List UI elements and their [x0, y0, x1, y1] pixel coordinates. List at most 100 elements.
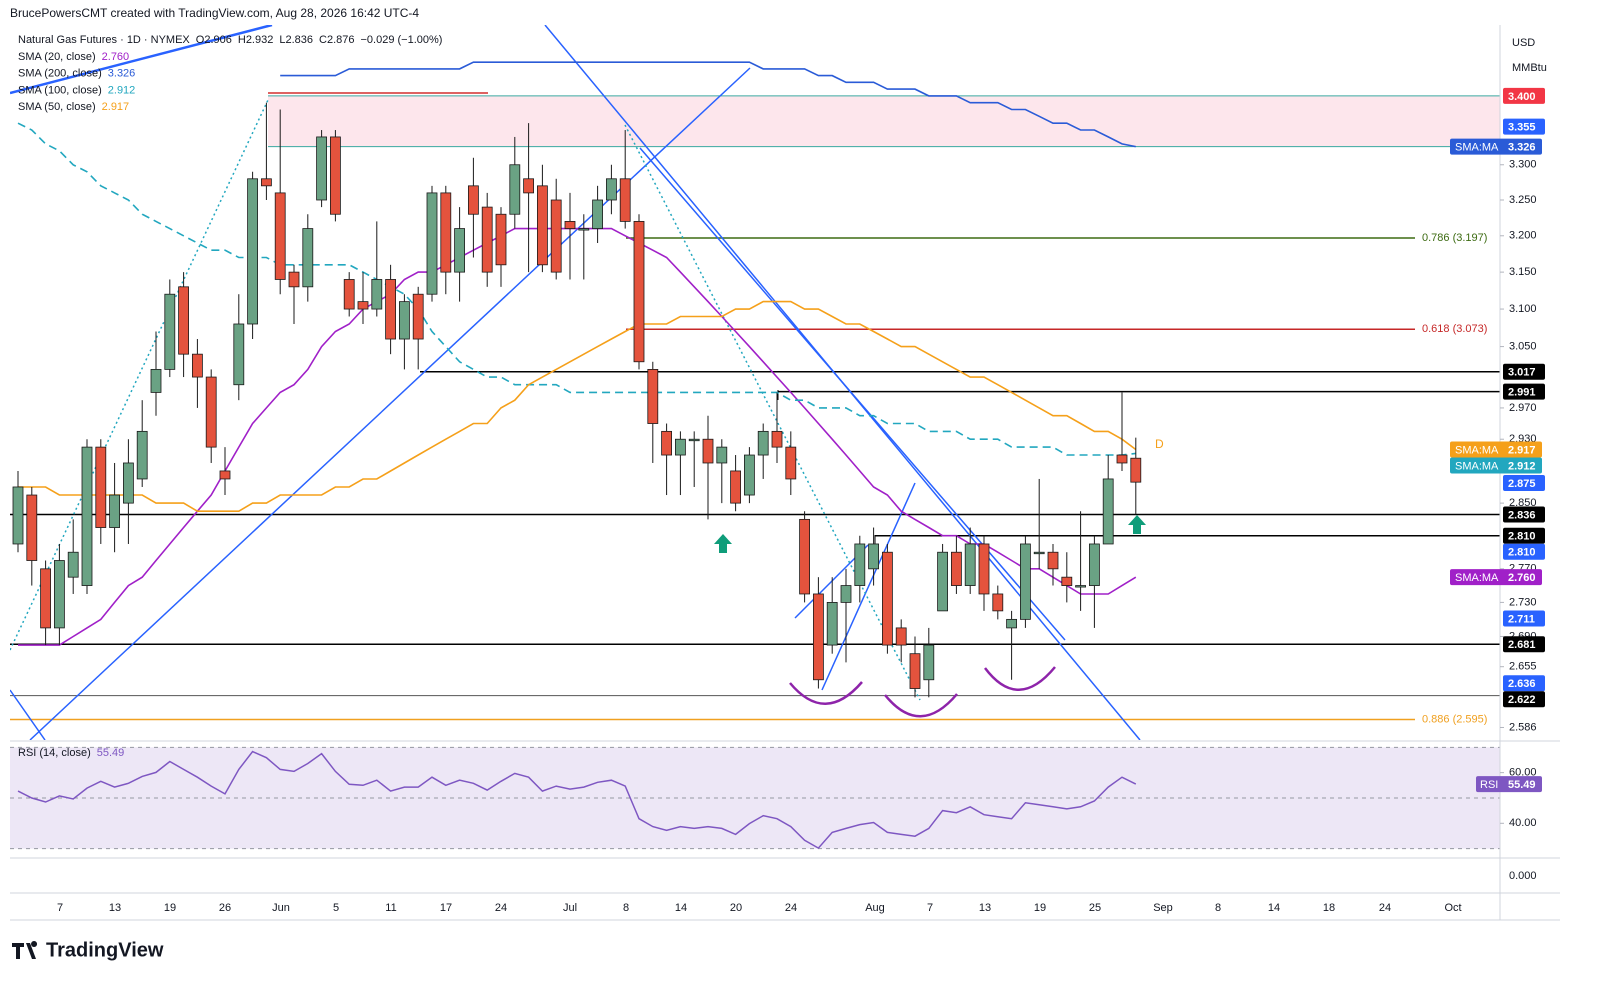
sma-line [18, 227, 1137, 646]
x-tick-label: 11 [385, 902, 396, 914]
candle-body [54, 560, 65, 629]
candle-body [799, 518, 810, 595]
candle-body [937, 551, 948, 612]
candle-body [205, 376, 217, 448]
brand-logo [12, 941, 38, 959]
candle-body [481, 206, 493, 273]
candle-body [606, 178, 617, 201]
badge-label: 2.681 [1508, 639, 1536, 651]
y-tick-label: 3.300 [1509, 159, 1537, 171]
candle-body [675, 438, 686, 456]
legend-name: SMA (200, close) [18, 68, 102, 80]
badge-label: 2.810 [1508, 547, 1536, 559]
pattern-arc [984, 666, 1056, 691]
x-tick-label: 7 [57, 902, 63, 914]
sma-line [18, 300, 1137, 512]
candle-body [1061, 576, 1073, 586]
x-tick-label: 14 [675, 902, 687, 914]
candle-body [150, 368, 162, 393]
x-tick-label: Sep [1153, 902, 1173, 914]
arrow-up [714, 534, 732, 553]
candle-body [964, 543, 976, 586]
badge-label: 2.636 [1508, 678, 1536, 690]
badge-label: 3.326 [1508, 142, 1536, 154]
badge-label: 2.875 [1508, 478, 1536, 490]
candle-body [550, 199, 562, 273]
axes: 0.786 (3.197) 0.618 (3.073) 0.886 (2.595) 3… [18, 34, 1545, 914]
annotation: D [1155, 437, 1164, 451]
sma-line [280, 61, 1136, 148]
fib-label: 0.786 (3.197) [1422, 232, 1487, 244]
x-tick-label: 8 [1215, 902, 1221, 914]
badge-tag: SMA:MA [1455, 444, 1499, 456]
candle-body [537, 185, 548, 266]
dotted-line [10, 99, 269, 651]
candle-body [633, 220, 645, 363]
legend-name: SMA (20, close) [18, 51, 96, 63]
price-badge [1503, 610, 1545, 627]
candle-body [716, 446, 728, 464]
candle-body [702, 438, 714, 464]
x-tick-label: 5 [333, 902, 339, 914]
candle-body [1047, 551, 1059, 570]
candle-body [523, 178, 534, 194]
x-tick-label: 8 [623, 902, 629, 914]
candle-body [813, 593, 824, 681]
candle-body [247, 178, 259, 325]
price-badge [1450, 138, 1542, 155]
candle-body [661, 430, 672, 456]
candle-body [357, 301, 369, 310]
candle-body [592, 199, 603, 229]
price-badge [1503, 363, 1545, 380]
candle-body [647, 368, 659, 424]
badge-label: 2.917 [1508, 444, 1536, 456]
candle-body [412, 293, 424, 340]
badge-label: 3.355 [1508, 122, 1536, 134]
price-badge [1503, 691, 1545, 708]
price-layer [12, 61, 1142, 698]
drawings [10, 25, 1146, 740]
candle-body [288, 271, 300, 288]
price-badge [1503, 118, 1545, 135]
ohlc-label: H2.932 [238, 34, 273, 46]
candle-body [978, 543, 990, 595]
legend-value: 2.917 [102, 101, 130, 113]
candle-body [123, 462, 134, 504]
candle-body [233, 323, 245, 386]
ohlc-label: L2.836 [279, 34, 313, 46]
y-tick-label: 2.850 [1509, 497, 1537, 509]
zone-layer [10, 95, 1500, 721]
price-badge [1503, 527, 1545, 544]
arrow-up [1128, 515, 1146, 534]
price-badge [1503, 636, 1545, 653]
brand: TradingView [12, 939, 164, 961]
unit: MMBtu [1512, 62, 1547, 74]
legend-name: SMA (50, close) [18, 101, 96, 113]
y-tick-label: 2.970 [1509, 402, 1537, 414]
trend-line [639, 147, 1066, 641]
candle-body [771, 430, 783, 448]
x-tick-label: 13 [109, 902, 121, 914]
y-tick-label: 3.250 [1509, 194, 1537, 206]
badge-label: 3.017 [1508, 367, 1536, 379]
x-tick-label: 25 [1089, 902, 1101, 914]
badge-label: 2.711 [1508, 613, 1535, 625]
candle-body [329, 136, 341, 215]
candle-body [1020, 543, 1031, 620]
legend-name: SMA (100, close) [18, 84, 102, 96]
price-badge [1450, 569, 1542, 586]
candle-body [12, 486, 24, 545]
x-tick-label: 19 [164, 902, 176, 914]
price-badge [1450, 441, 1542, 458]
candle-body [467, 185, 479, 215]
candle-body [260, 178, 272, 187]
y-tick-label: 2.586 [1509, 721, 1537, 733]
rsi-layer [10, 746, 1500, 850]
candle-body [744, 454, 755, 496]
badge-tag: SMA:MA [1455, 572, 1499, 584]
candle-body [343, 279, 355, 310]
currency: USD [1512, 37, 1535, 49]
